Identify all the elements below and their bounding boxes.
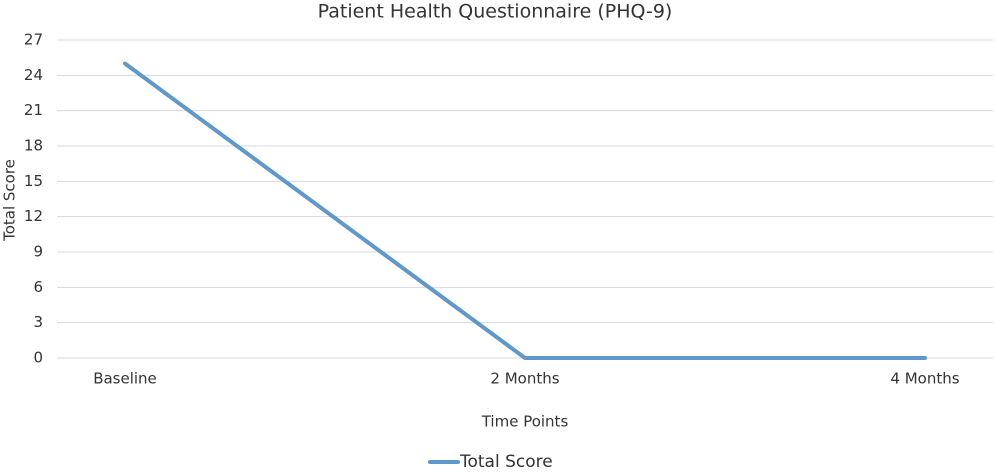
y-tick-label: 9: [33, 243, 43, 261]
x-tick-label: 4 Months: [890, 370, 959, 388]
y-axis-title: Total Score: [1, 159, 19, 242]
y-tick-label: 18: [24, 137, 43, 155]
y-tick-label: 12: [24, 207, 43, 225]
y-tick-label: 6: [33, 278, 43, 296]
y-tick-label: 0: [33, 349, 43, 367]
y-tick-label: 24: [24, 66, 43, 84]
chart-title: Patient Health Questionnaire (PHQ-9): [318, 1, 673, 23]
legend-label: Total Score: [459, 452, 553, 472]
y-tick-label: 27: [24, 31, 43, 49]
y-tick-label: 3: [33, 313, 43, 331]
y-tick-label: 21: [24, 101, 43, 119]
line: [123, 61, 927, 360]
x-tick-label: Baseline: [93, 370, 157, 388]
x-tick-label: 2 Months: [490, 370, 559, 388]
x-axis-title: Time Points: [481, 413, 569, 431]
y-tick-label: 15: [24, 172, 43, 190]
